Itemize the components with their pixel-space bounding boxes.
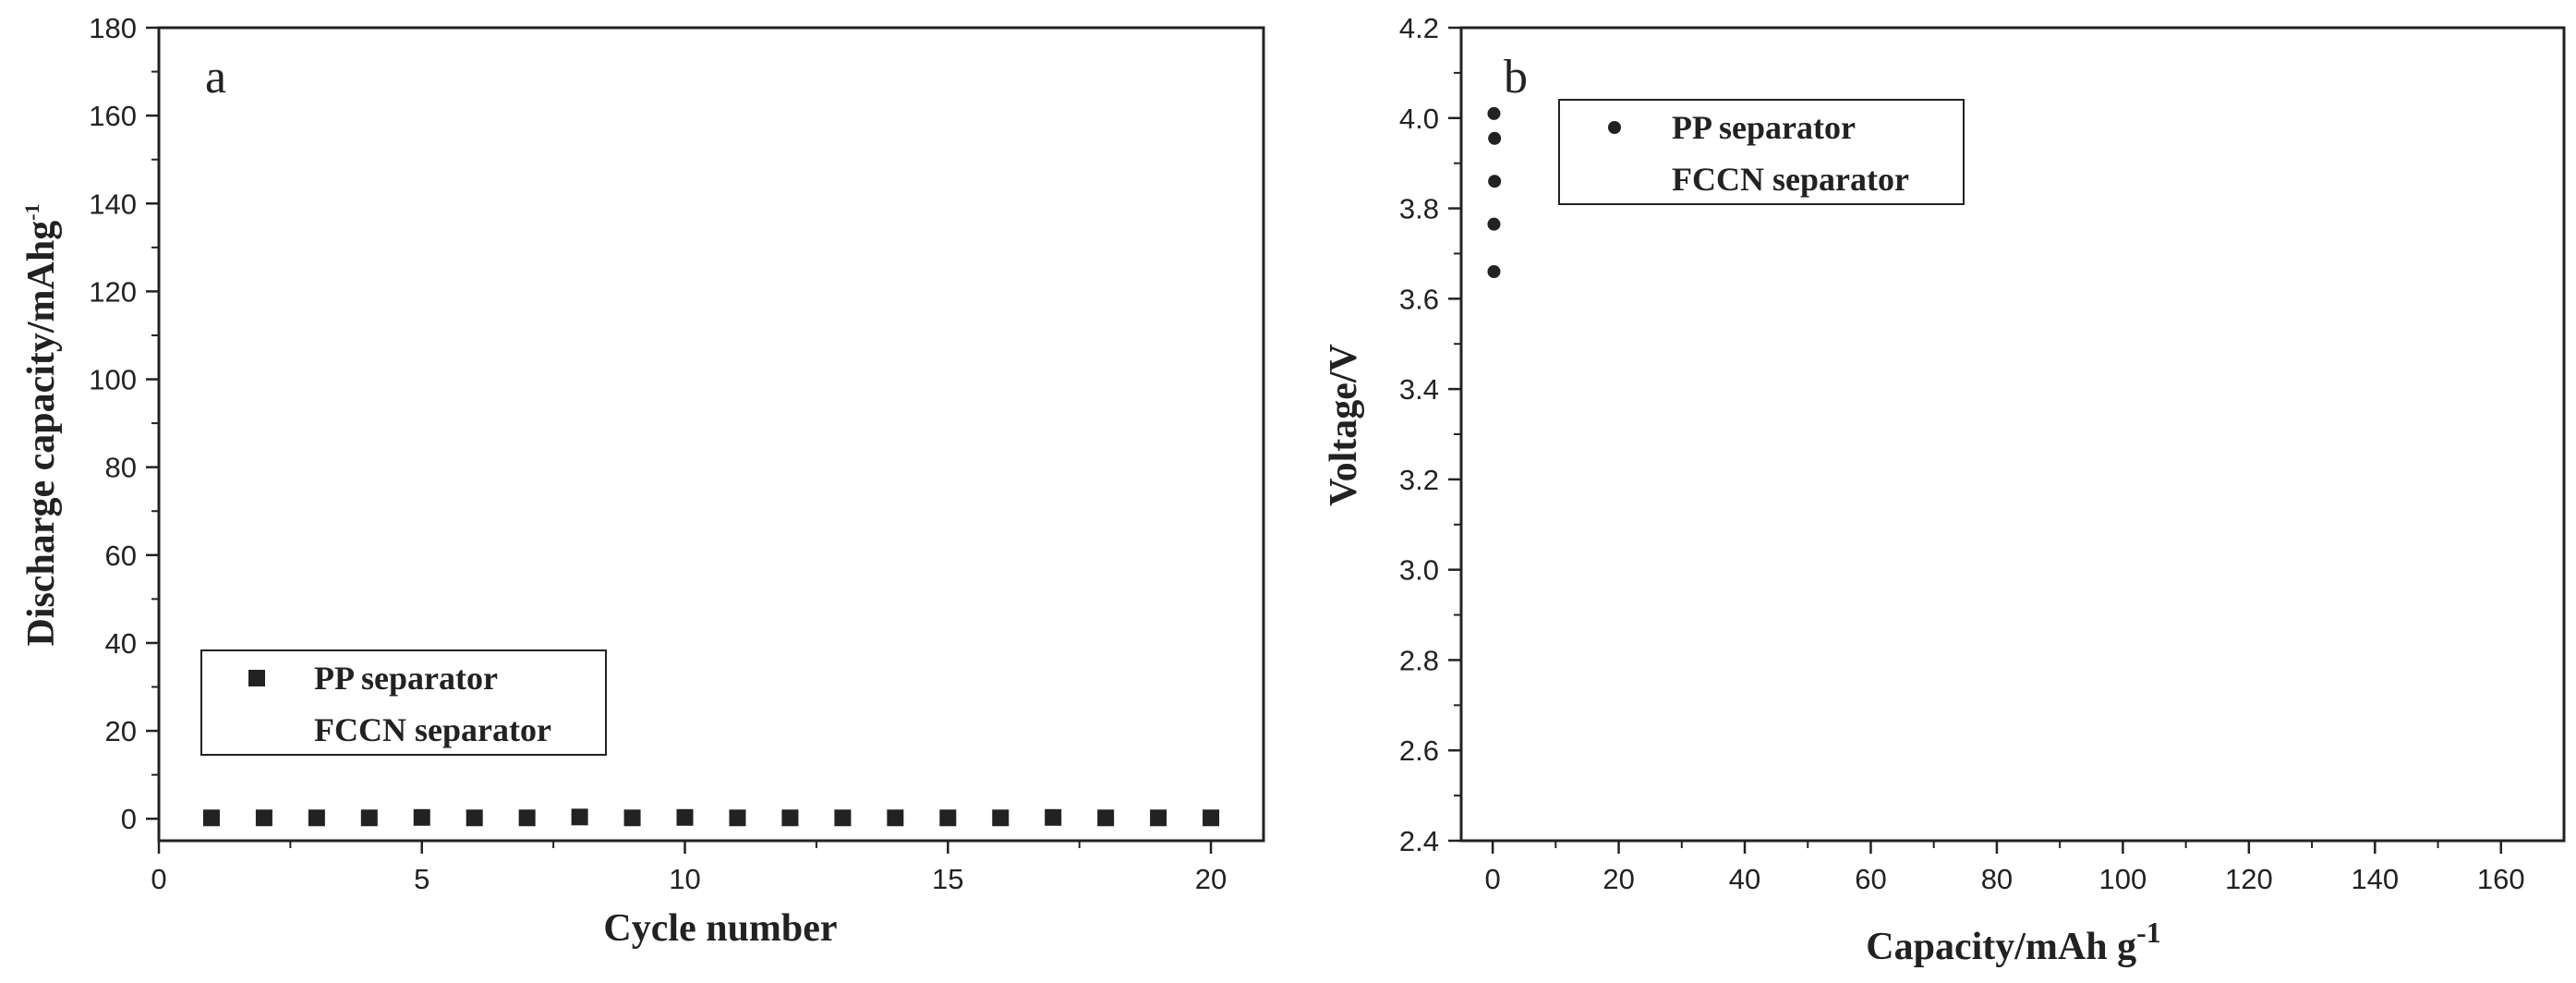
- x-tick-label: 5: [414, 863, 429, 895]
- data-point: [202, 809, 220, 827]
- y-tick-label: 2.6: [1399, 734, 1439, 767]
- chart-panel-a: 0 5 10 15 20 0 20 40 60 80 100 120 140 160 180 Cycle nu…: [20, 12, 1265, 950]
- legend-marker: [1608, 121, 1621, 134]
- legend-box: [1558, 99, 1965, 205]
- y-tick-label: 3.0: [1399, 554, 1439, 587]
- y-tick-label: 4.0: [1399, 103, 1439, 135]
- y-tick-label: 3.8: [1399, 193, 1439, 225]
- x-tick-label: 10: [669, 863, 700, 895]
- data-point: [939, 809, 957, 827]
- data-point: [413, 808, 430, 826]
- chart-panel-b: 0 20 40 60 80 100 120 140 160 2.4 2.6 2.8 3.0 3.2 3.4 3…: [1323, 12, 2566, 968]
- y-tick-label: 3.6: [1399, 283, 1439, 315]
- x-tick-label: 60: [1855, 863, 1886, 895]
- x-tick-label: 15: [932, 863, 963, 895]
- data-point: [729, 809, 746, 827]
- data-point: [992, 809, 1010, 827]
- y-tick-label: 140: [89, 188, 137, 220]
- data-point: [887, 809, 904, 827]
- data-point: [1150, 809, 1167, 827]
- y-tick-label: 160: [89, 100, 137, 132]
- data-point: [1488, 131, 1502, 145]
- data-point: [1487, 217, 1501, 231]
- y-tick-label: 4.2: [1399, 12, 1439, 44]
- data-point: [1097, 809, 1115, 827]
- y-tick-label: 60: [105, 540, 137, 572]
- x-tick-label: 20: [1602, 863, 1634, 895]
- x-tick-label: 0: [151, 863, 166, 895]
- data-point: [1203, 809, 1220, 827]
- data-point: [466, 809, 483, 827]
- y-tick-label: 80: [105, 452, 137, 484]
- legend-label: FCCN separator: [314, 711, 551, 748]
- legend-label: PP separator: [314, 660, 498, 697]
- legend-label: FCCN separator: [1672, 161, 1909, 198]
- y-tick-label: 0: [121, 803, 137, 835]
- legend-marker: [248, 670, 265, 686]
- data-point: [623, 809, 641, 827]
- data-point: [1488, 175, 1502, 188]
- legend-box: [200, 649, 607, 756]
- x-tick-label: 20: [1195, 863, 1227, 895]
- x-tick-label: 40: [1729, 863, 1760, 895]
- panel-letter: a: [205, 51, 226, 103]
- plot-frame: [157, 26, 1265, 843]
- panel-letter: b: [1504, 51, 1528, 103]
- data-point: [1045, 808, 1062, 826]
- data-point: [676, 808, 694, 826]
- x-tick-label: 0: [1484, 863, 1500, 895]
- y-tick-label: 20: [105, 715, 137, 747]
- data-point: [571, 808, 588, 826]
- y-tick-label: 40: [105, 627, 137, 660]
- y-tick-label: 2.4: [1399, 825, 1439, 857]
- y-tick-label: 120: [89, 275, 137, 308]
- y-tick-label: 2.8: [1399, 644, 1439, 676]
- x-tick-label: 140: [2351, 863, 2399, 895]
- y-axis-title-superscript: -1: [20, 203, 43, 220]
- y-axis-title: Discharge capacity/mAhg-1: [20, 203, 63, 646]
- x-axis-title: Cycle number: [603, 907, 837, 950]
- data-point: [781, 809, 799, 827]
- y-tick-label: 3.4: [1399, 373, 1439, 406]
- data-point: [308, 809, 325, 827]
- data-point: [1487, 265, 1501, 278]
- legend-label: PP separator: [1672, 109, 1856, 146]
- x-tick-label: 100: [2099, 863, 2147, 895]
- data-point: [360, 809, 378, 827]
- y-axis-title: Voltage/V: [1323, 344, 1365, 506]
- x-axis-title: Capacity/mAh g-1: [1866, 916, 2161, 968]
- data-point: [518, 809, 536, 827]
- x-tick-label: 160: [2477, 863, 2525, 895]
- x-tick-label: 80: [1981, 863, 2013, 895]
- x-tick-label: 120: [2225, 863, 2273, 895]
- data-point: [1487, 106, 1501, 120]
- y-tick-label: 180: [89, 12, 137, 44]
- x-axis-title-superscript: -1: [2136, 916, 2161, 949]
- data-point: [834, 809, 852, 827]
- y-tick-label: 100: [89, 364, 137, 396]
- y-tick-label: 3.2: [1399, 464, 1439, 496]
- data-point: [255, 809, 272, 827]
